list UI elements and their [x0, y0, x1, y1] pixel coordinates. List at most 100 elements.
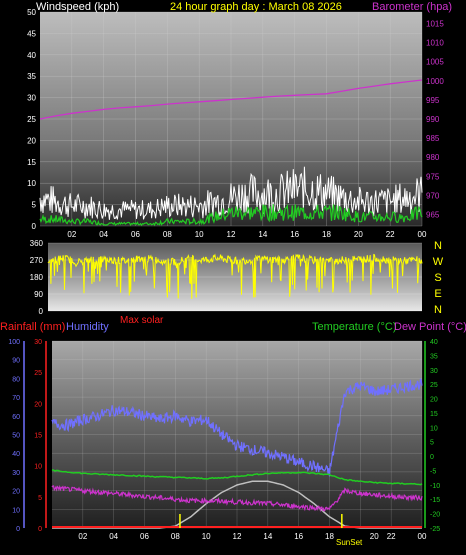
humidity-tick-label: 100 [8, 339, 20, 346]
rainfall-tick-label: 15 [34, 433, 42, 440]
wind-direction-plot-area [48, 243, 422, 311]
barometer-tick-label: 965 [426, 211, 440, 220]
humidity-tick-label: 60 [12, 414, 20, 421]
compass-label: N [434, 304, 442, 316]
windspeed-axis: 0 5 10 15 20 25 30 35 40 45 50 [27, 8, 36, 231]
temperature-tick-label: 35 [430, 353, 438, 360]
wind-gust-line [39, 166, 423, 220]
humidity-tick-label: 30 [12, 470, 20, 477]
chart-title: 24 hour graph day : March 08 2026 [170, 1, 342, 13]
barometer-tick-label: 990 [426, 115, 440, 124]
barometer-axis-title: Barometer (hpa) [372, 1, 452, 13]
hour-tick-label: 12 [227, 230, 236, 239]
direction-degree-label: 360 [30, 239, 44, 248]
hour-tick-label: 22 [386, 230, 395, 239]
windspeed-tick-label: 25 [27, 115, 36, 124]
barometer-axis: 965 970 975 980 985 990 995 1000 1005 1010 1015 [426, 19, 444, 219]
barometer-tick-label: 970 [426, 191, 440, 200]
hour-tick-label: 00 [418, 532, 427, 541]
windspeed-tick-label: 20 [27, 136, 36, 145]
temp-humidity-plot-area [52, 341, 422, 528]
temperature-tick-label: 10 [430, 425, 438, 432]
hour-tick-label: 04 [109, 532, 118, 541]
barometer-tick-label: 1015 [426, 19, 444, 28]
rainfall-tick-label: 0 [38, 526, 42, 533]
barometer-tick-label: 975 [426, 172, 440, 181]
humidity-tick-label: 20 [12, 489, 20, 496]
hour-tick-label: 02 [67, 230, 76, 239]
humidity-tick-label: 0 [16, 526, 20, 533]
wind-direction-series [47, 253, 423, 299]
rainfall-axis: 0 5 10 15 20 25 30 [34, 339, 47, 533]
humidity-tick-label: 70 [12, 395, 20, 402]
windspeed-tick-label: 35 [27, 72, 36, 81]
hour-tick-label: 16 [290, 230, 299, 239]
compass-label: N [434, 240, 442, 252]
hour-tick-label: 20 [370, 532, 379, 541]
temperature-tick-label: 5 [430, 440, 434, 447]
barometer-tick-label: 1005 [426, 58, 444, 67]
dewpoint-axis-title: Dew Point (°C) [394, 321, 466, 333]
temperature-tick-label: -20 [430, 512, 440, 519]
temperature-tick-label: 40 [430, 339, 438, 346]
rainfall-tick-label: 10 [34, 464, 42, 471]
barometer-tick-label: 1000 [426, 77, 444, 86]
hour-tick-label: 14 [258, 230, 267, 239]
humidity-tick-label: 90 [12, 358, 20, 365]
humidity-tick-label: 80 [12, 376, 20, 383]
temperature-axis: -25 -20 -15 -10 -5 0 5 10 15 20 25 30 35 40 [424, 339, 440, 533]
temperature-tick-label: -5 [430, 468, 436, 475]
temperature-tick-label: 0 [430, 454, 434, 461]
humidity-line [51, 378, 423, 477]
hour-tick-label: 10 [195, 230, 204, 239]
windspeed-tick-label: 15 [27, 158, 36, 167]
hour-tick-label: 12 [233, 532, 242, 541]
wind-direction-trace [47, 253, 423, 299]
hour-tick-label: 06 [131, 230, 140, 239]
rainfall-tick-label: 25 [34, 370, 42, 377]
wind-direction-degree-axis: 0 90 180 270 360 [30, 239, 44, 316]
compass-label: W [433, 256, 444, 268]
hour-tick-label: 14 [263, 532, 272, 541]
hour-tick-label: 06 [140, 532, 149, 541]
wind-baro-series [39, 79, 423, 227]
barometer-tick-label: 995 [426, 96, 440, 105]
compass-label: S [434, 272, 441, 284]
temperature-tick-label: 30 [430, 368, 438, 375]
temp-humidity-series [51, 378, 423, 529]
humidity-axis-title: Humidity [66, 321, 109, 333]
rainfall-axis-title: Rainfall (mm) [0, 321, 65, 333]
wind-baro-hour-axis: 02 04 06 08 10 12 14 16 18 20 22 00 [67, 230, 427, 239]
temp-humidity-grid [52, 340, 423, 529]
windspeed-tick-label: 50 [27, 8, 36, 17]
temperature-tick-label: -10 [430, 483, 440, 490]
compass-label: E [434, 288, 441, 300]
hour-tick-label: 02 [78, 532, 87, 541]
windspeed-tick-label: 30 [27, 94, 36, 103]
direction-degree-label: 90 [34, 290, 43, 299]
hour-tick-label: 16 [294, 532, 303, 541]
temperature-tick-label: -25 [430, 526, 440, 533]
sunset-label: SunSet [336, 538, 363, 547]
hour-tick-label: 00 [418, 230, 427, 239]
temperature-axis-title: Temperature (°C) [312, 321, 396, 333]
windspeed-tick-label: 0 [32, 222, 37, 231]
humidity-tick-label: 50 [12, 433, 20, 440]
direction-degree-label: 0 [39, 307, 44, 316]
temperature-tick-label: 15 [430, 411, 438, 418]
hour-tick-label: 04 [99, 230, 108, 239]
humidity-tick-label: 10 [12, 507, 20, 514]
windspeed-tick-label: 10 [27, 179, 36, 188]
humidity-axis: 0 10 20 30 40 50 60 70 80 90 100 [8, 339, 25, 533]
direction-degree-label: 270 [30, 256, 44, 265]
windspeed-tick-label: 5 [32, 201, 37, 210]
windspeed-tick-label: 45 [27, 29, 36, 38]
hour-tick-label: 22 [387, 532, 396, 541]
temperature-tick-label: -15 [430, 497, 440, 504]
temperature-tick-label: 20 [430, 397, 438, 404]
